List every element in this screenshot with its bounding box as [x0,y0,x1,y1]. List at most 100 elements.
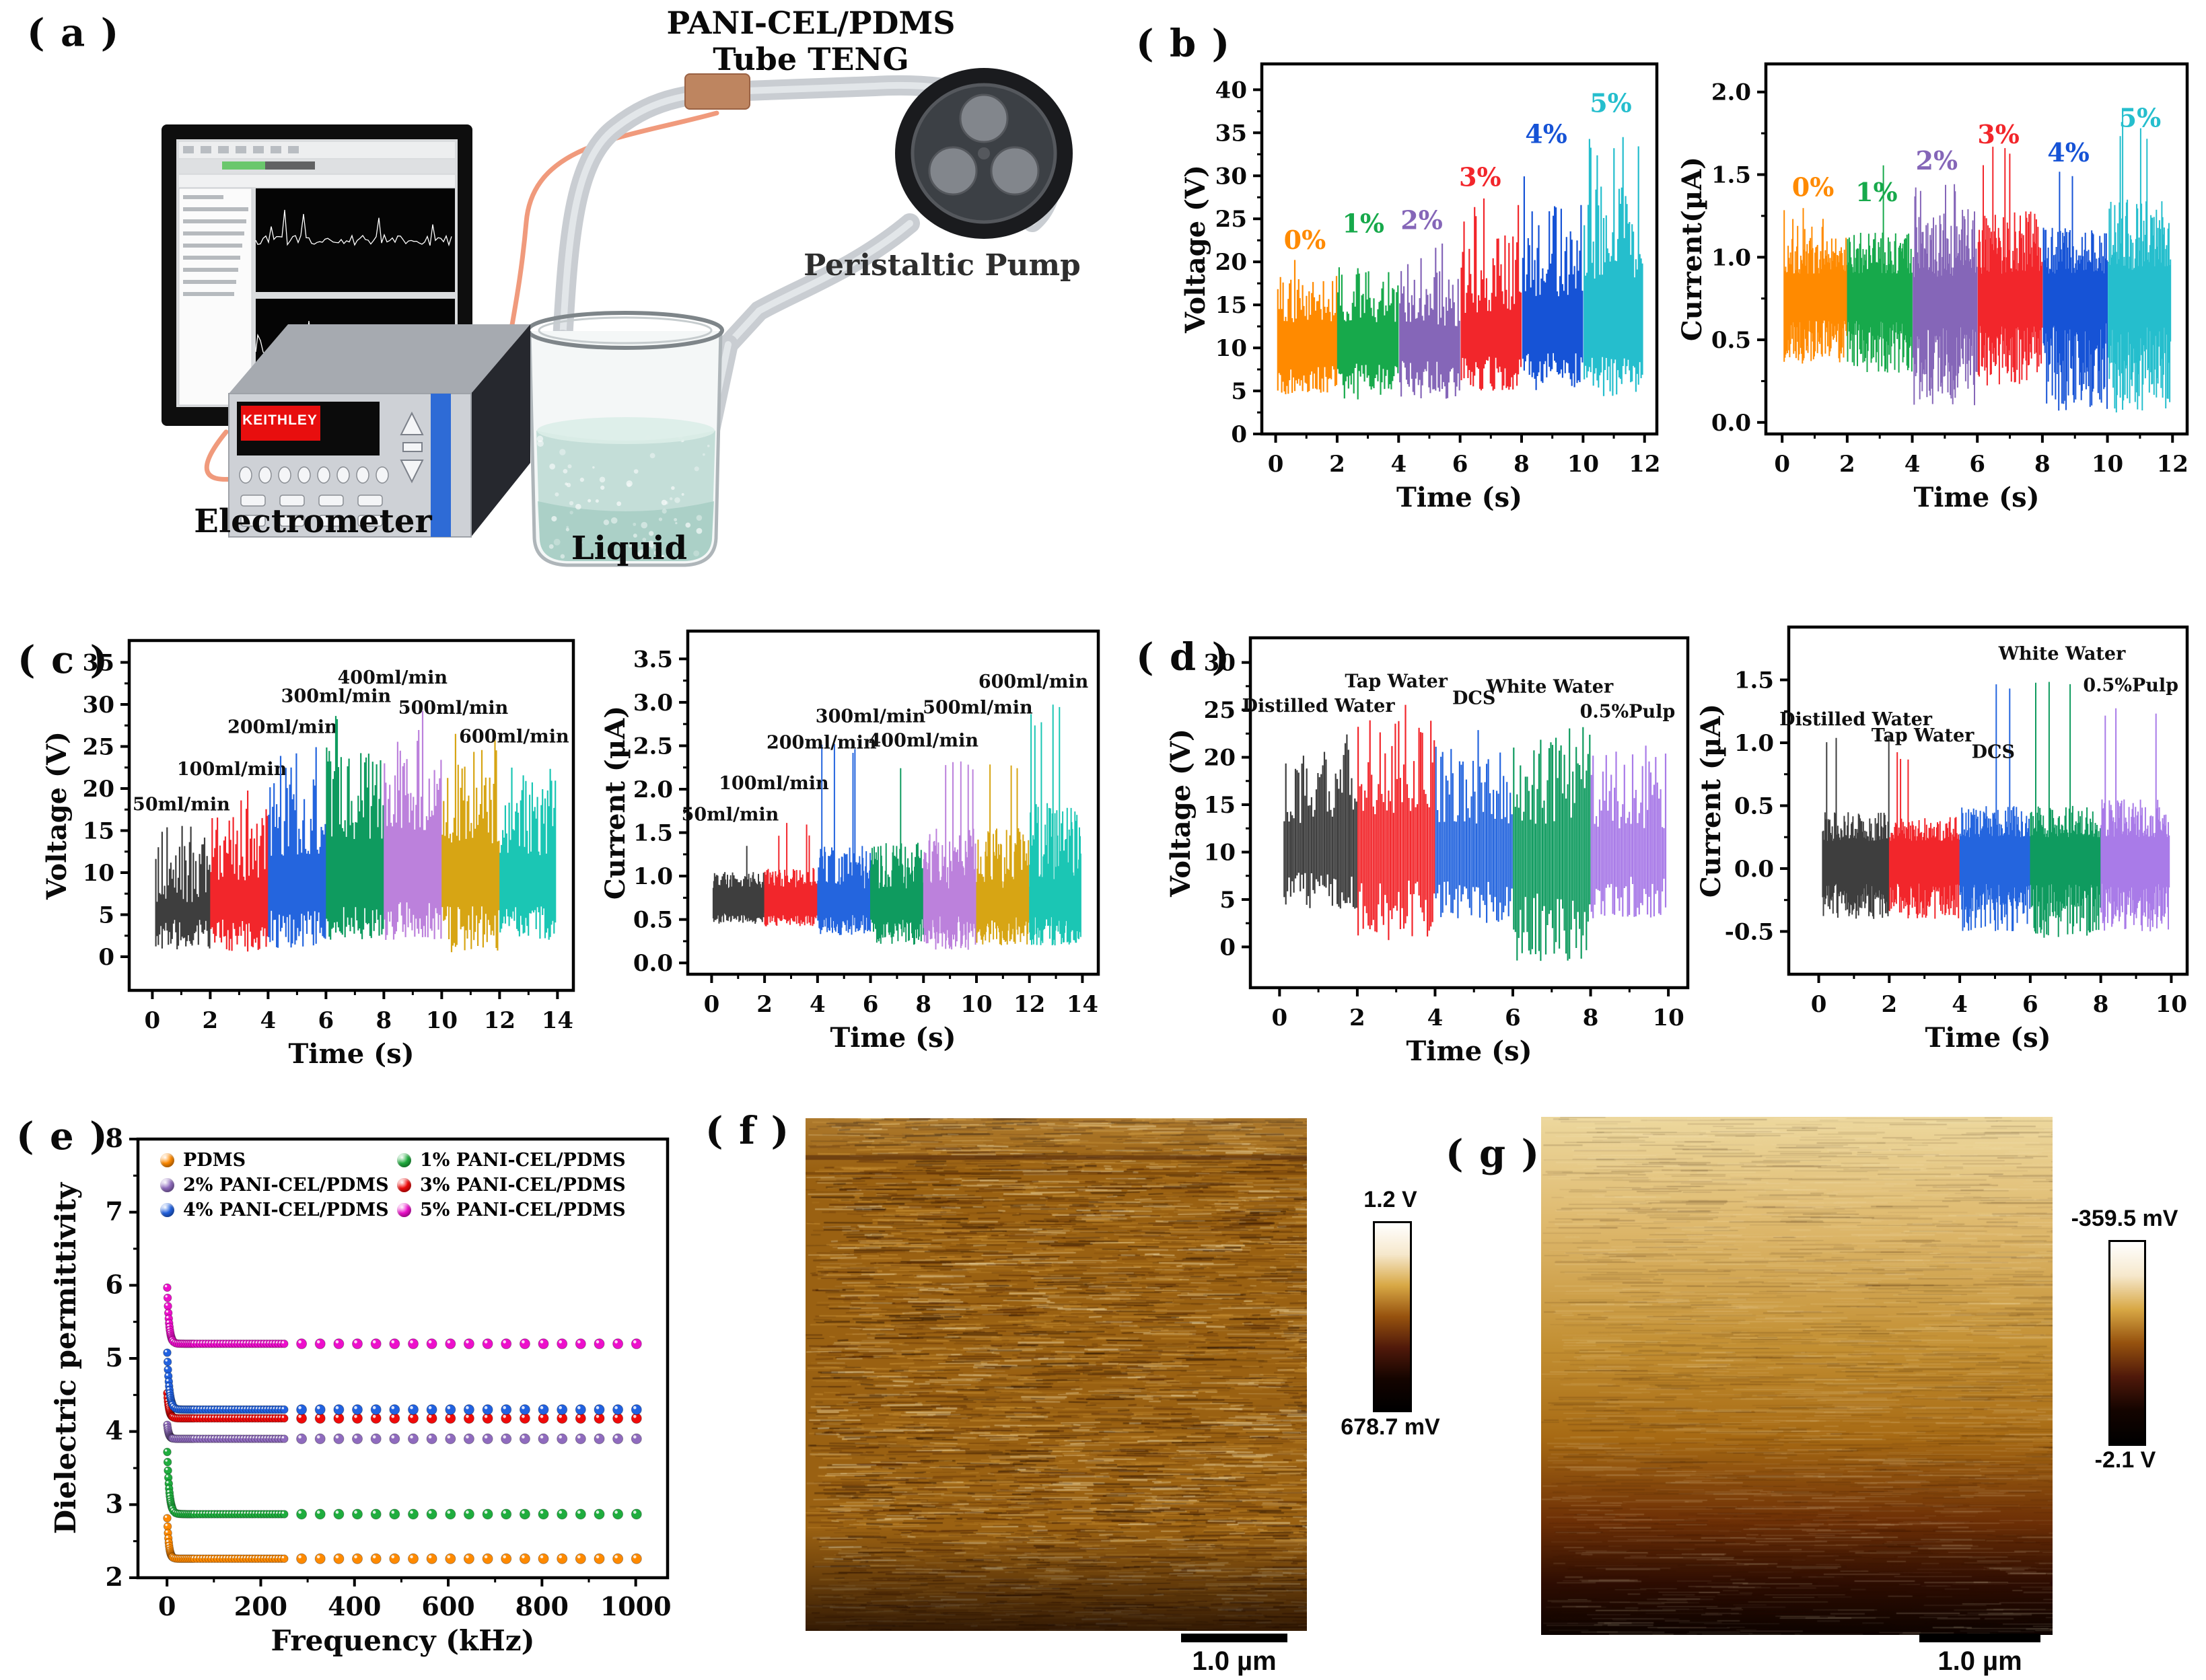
svg-text:0: 0 [1774,451,1790,478]
panel-label-b: ( b ) [1136,22,1232,66]
data-point-2% PANI-CEL/PDMS [631,1433,642,1445]
svg-text:0.5: 0.5 [1734,793,1774,819]
signal-segment-4% [1522,176,1584,390]
legend-item-2pct: 2% PANI-CEL/PDMS [160,1175,397,1196]
electrometer-blue-stripe [431,394,451,537]
legend-label: 4% PANI-CEL/PDMS [183,1200,389,1220]
signal-segment-500ml/min [976,764,1030,945]
svg-text:4: 4 [1390,451,1407,478]
svg-text:4: 4 [1427,1005,1444,1031]
data-point-PDMS [426,1553,437,1564]
svg-text:0: 0 [1268,451,1284,478]
svg-text:4: 4 [260,1007,277,1034]
data-point-PDMS [408,1553,419,1564]
signal-segment-Distilled Water [1822,736,1890,919]
legend-item-4pct: 4% PANI-CEL/PDMS [160,1200,397,1220]
data-point-4% PANI-CEL/PDMS [612,1404,624,1416]
svg-text:2.5: 2.5 [633,733,673,760]
svg-text:200: 200 [234,1591,287,1621]
svg-text:600: 600 [421,1591,474,1621]
svg-text:0.5: 0.5 [1711,327,1751,354]
electrometer-button [318,515,344,527]
svg-text:6: 6 [318,1007,334,1034]
svg-text:2.0: 2.0 [1711,79,1751,106]
signal-segment-100ml/min [764,823,818,926]
data-point-2% PANI-CEL/PDMS [557,1433,568,1445]
svg-text:25: 25 [1215,206,1247,233]
data-point-2% PANI-CEL/PDMS [408,1433,419,1445]
svg-text:35: 35 [1215,120,1247,147]
svg-text:Distilled Water: Distilled Water [1779,709,1933,730]
keithley-brand-label: KEITHLEY [242,412,318,428]
svg-text:10: 10 [1204,839,1236,866]
data-point-PDMS [631,1553,642,1564]
data-point-4% PANI-CEL/PDMS [163,1357,172,1366]
signal-segment-3% [1977,147,2043,386]
svg-text:1%: 1% [1855,177,1898,207]
svg-text:30: 30 [1215,163,1247,190]
data-point-5% PANI-CEL/PDMS [370,1338,382,1350]
svg-text:1000: 1000 [600,1591,672,1621]
data-point-4% PANI-CEL/PDMS [389,1404,400,1416]
svg-text:0: 0 [1811,991,1827,1018]
colorbar-g-top-label: -359.5 mV [2071,1206,2178,1231]
svg-text:10: 10 [2156,991,2187,1018]
svg-text:10: 10 [1652,1005,1684,1031]
pump-roller [990,146,1040,196]
data-point-2% PANI-CEL/PDMS [333,1433,345,1445]
svg-text:2: 2 [106,1562,123,1592]
signal-segment-500ml/min [441,733,500,953]
signal-segment-50ml/min [712,846,765,924]
afm-image-g [1541,1117,2053,1635]
svg-text:6: 6 [863,991,879,1018]
data-point-2% PANI-CEL/PDMS [280,1434,289,1443]
tube-teng-label-line2: Tube TENG [713,41,909,77]
data-point-1% PANI-CEL/PDMS [352,1508,363,1520]
scalebar-f [1181,1634,1287,1642]
svg-text:30: 30 [83,692,114,719]
keithley-badge [241,406,320,441]
signal-segment-5% [2108,110,2172,412]
svg-text:Time (s): Time (s) [830,1022,956,1054]
svg-text:200ml/min: 200ml/min [767,732,877,753]
svg-text:0.0: 0.0 [1711,410,1751,437]
svg-text:8: 8 [1583,1005,1599,1031]
svg-text:2: 2 [1839,451,1855,478]
data-point-1% PANI-CEL/PDMS [333,1508,345,1520]
svg-text:8: 8 [2034,451,2051,478]
data-point-1% PANI-CEL/PDMS [426,1508,437,1520]
electrometer-knob [376,466,389,484]
data-point-1% PANI-CEL/PDMS [296,1508,308,1520]
svg-text:3.5: 3.5 [633,646,673,673]
plot-frame [686,629,1100,976]
data-point-PDMS [370,1553,382,1564]
svg-text:Dielectric permittivity: Dielectric permittivity [49,1181,82,1534]
svg-text:Time (s): Time (s) [288,1038,414,1070]
legend-marker-4pct-icon [160,1203,174,1217]
panel-label-a: ( a ) [27,11,120,55]
svg-text:10: 10 [1567,451,1599,478]
data-point-5% PANI-CEL/PDMS [631,1338,642,1350]
chart-b-voltage: 0 5 10 15 20 25 30 35 40 0 2 4 6 8 10 12 Time (s) Voltage… [1180,62,1660,513]
svg-text:6: 6 [1452,451,1468,478]
data-point-PDMS [445,1553,456,1564]
svg-text:12: 12 [1629,451,1660,478]
svg-text:DCS: DCS [1972,741,2015,762]
scalebar-f-label: 1.0 µm [1192,1646,1277,1676]
legend-item-3pct: 3% PANI-CEL/PDMS [397,1175,660,1196]
signal-segment-Tap Water [1357,704,1435,941]
svg-text:-0.5: -0.5 [1725,918,1774,945]
copper-electrode-band [684,73,750,110]
chart-e-dielectric: 2 3 4 5 6 7 8 0 200 400 600 800 1000 Frequency (kHz) D… [49,1123,672,1657]
signal-segment-White Water [1513,727,1591,961]
signal-segment-0.5%Pulp [1590,745,1667,918]
svg-text:5: 5 [1219,887,1236,914]
signal-segment-600ml/min [1029,704,1081,946]
svg-text:12: 12 [1013,991,1045,1018]
data-point-2% PANI-CEL/PDMS [445,1433,456,1445]
svg-text:20: 20 [1215,249,1247,276]
signal-segment-400ml/min [923,761,977,950]
data-point-PDMS [280,1554,289,1563]
signal-segment-3% [1460,198,1522,391]
electrometer-knob [336,466,350,484]
